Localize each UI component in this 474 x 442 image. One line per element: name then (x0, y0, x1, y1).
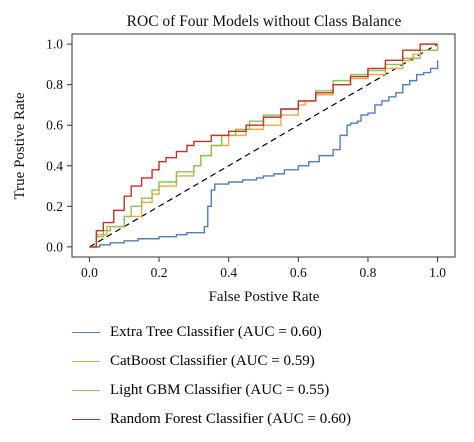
y-tick-label: 0.8 (46, 77, 63, 92)
legend-swatch-random-forest (72, 419, 100, 420)
legend-item-catboost: CatBoost Classifier (AUC = 0.59) (72, 347, 351, 376)
series-layer (89, 43, 439, 248)
series-line-random-forest (89, 43, 438, 248)
y-axis-label: True Postive Rate (12, 92, 28, 199)
x-tick-label: 0.8 (360, 265, 377, 280)
y-axis: 0.0 0.2 0.4 0.6 0.8 1.0 (46, 37, 72, 254)
chance-diagonal (89, 43, 438, 248)
legend: Extra Tree Classifier (AUC = 0.60) CatBo… (72, 318, 351, 434)
y-tick-label: 0.6 (46, 118, 63, 133)
legend-item-extra-tree: Extra Tree Classifier (AUC = 0.60) (72, 318, 351, 347)
y-tick-label: 0.4 (46, 158, 63, 173)
x-tick-label: 0.0 (81, 265, 98, 280)
legend-label-extra-tree: Extra Tree Classifier (AUC = 0.60) (110, 324, 322, 340)
plot-frame (71, 33, 456, 258)
legend-label-light-gbm: Light GBM Classifier (AUC = 0.55) (110, 382, 330, 398)
legend-item-light-gbm: Light GBM Classifier (AUC = 0.55) (72, 376, 351, 405)
x-axis-label: False Postive Rate (209, 289, 320, 305)
chart-title: ROC of Four Models without Class Balance (127, 13, 402, 30)
series-line-extra-tree (89, 60, 439, 248)
legend-swatch-extra-tree (72, 332, 100, 333)
x-tick-label: 1.0 (429, 265, 446, 280)
legend-label-random-forest: Random Forest Classifier (AUC = 0.60) (110, 411, 351, 427)
x-tick-label: 0.6 (290, 265, 307, 280)
y-tick-label: 1.0 (46, 37, 63, 52)
legend-label-catboost: CatBoost Classifier (AUC = 0.59) (110, 353, 315, 369)
legend-swatch-light-gbm (72, 390, 100, 391)
y-tick-label: 0.2 (46, 199, 63, 214)
x-axis: 0.0 0.2 0.4 0.6 0.8 1.0 (81, 257, 446, 280)
x-tick-label: 0.4 (220, 265, 237, 280)
legend-item-random-forest: Random Forest Classifier (AUC = 0.60) (72, 405, 351, 434)
x-tick-label: 0.2 (151, 265, 168, 280)
y-tick-label: 0.0 (46, 239, 63, 254)
legend-swatch-catboost (72, 361, 100, 362)
